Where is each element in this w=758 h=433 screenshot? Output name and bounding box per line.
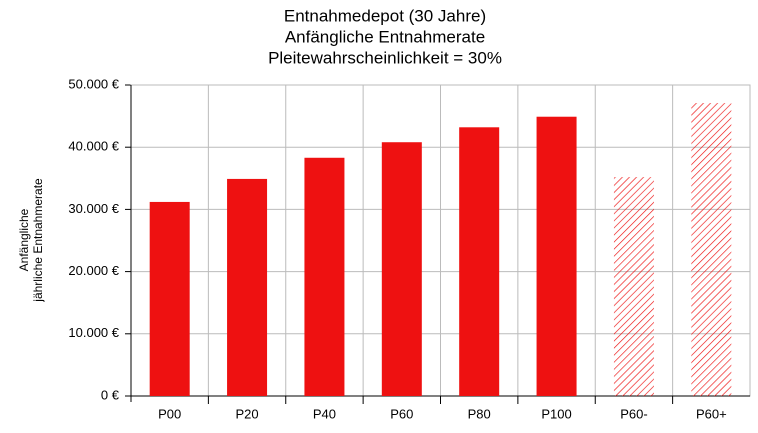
x-tick-label: P60 <box>390 406 413 421</box>
chart-title: Entnahmedepot (30 Jahre) <box>284 6 486 25</box>
y-axis-label: Anfängliche jährliche Entnahmerate <box>17 178 45 303</box>
y-axis-label-line: Anfängliche <box>17 208 31 271</box>
x-tick-label: P100 <box>541 406 571 421</box>
y-tick-label: 20.000 € <box>68 263 119 278</box>
bar <box>227 178 268 396</box>
bar <box>536 116 577 397</box>
bar <box>381 142 422 396</box>
bar <box>149 201 190 396</box>
y-tick-label: 10.000 € <box>68 325 119 340</box>
x-tick-label: P00 <box>158 406 181 421</box>
x-tick-label: P60- <box>620 406 647 421</box>
y-tick-label: 50.000 € <box>68 76 119 91</box>
y-tick-label: 30.000 € <box>68 201 119 216</box>
bar <box>459 127 500 397</box>
y-tick-label: 0 € <box>101 387 120 402</box>
x-tick-label: P40 <box>313 406 336 421</box>
bar <box>613 177 654 396</box>
bar <box>691 103 732 397</box>
x-tick-label: P20 <box>235 406 258 421</box>
x-tick-label: P80 <box>468 406 491 421</box>
bar <box>304 157 345 396</box>
x-tick-label: P60+ <box>696 406 727 421</box>
y-axis-label-line: jährliche Entnahmerate <box>31 178 45 303</box>
y-tick-label: 40.000 € <box>68 139 119 154</box>
chart-title: Anfängliche Entnahmerate <box>285 27 485 46</box>
chart-title: Pleitewahrscheinlichkeit = 30% <box>268 48 502 67</box>
